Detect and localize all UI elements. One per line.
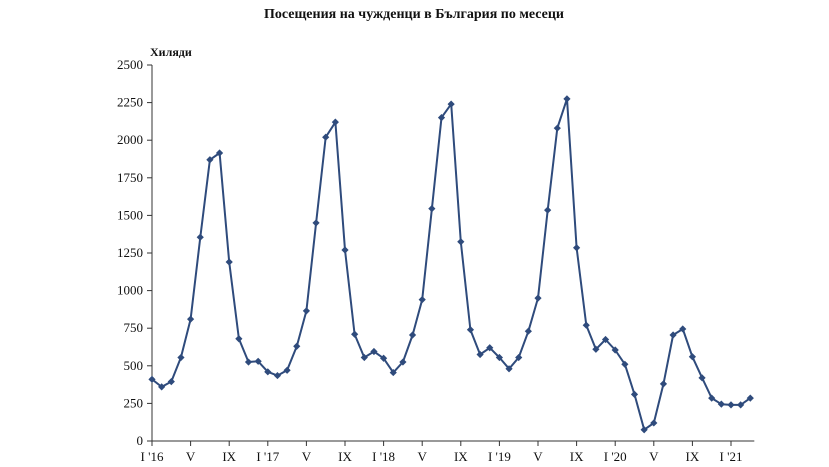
x-tick-label: IX [338,449,352,464]
y-tick-label: 1250 [117,245,143,260]
data-point-marker [466,326,475,334]
data-point-marker [225,258,233,266]
y-tick-label: 750 [124,320,144,335]
y-tick-label: 1000 [117,283,143,298]
data-point-marker [360,353,368,362]
x-tick-label: IX [686,449,700,464]
y-tick-label: 250 [124,395,144,410]
x-axis: I '16 V IX I '17 V IX I '18 V IX I '19 V IX I '20 V IX… [141,440,755,464]
x-tick-label: V [418,449,428,464]
data-point-marker [302,307,310,315]
chart-title: Посещения на чужденци в България по месе… [264,7,564,22]
y-tick-label: 2250 [117,95,143,110]
data-point-marker [573,244,581,252]
x-tick-label: IX [222,449,236,464]
data-point-marker [486,344,494,352]
data-point-marker [640,426,648,434]
y-tick-label: 2500 [117,57,143,72]
data-point-marker [196,233,204,241]
data-point-marker [727,401,735,409]
data-point-marker [437,114,446,122]
y-tick-label: 500 [124,358,144,373]
x-tick-label: I '20 [604,449,627,464]
x-tick-label: V [649,449,659,464]
x-tick-label: IX [454,449,468,464]
data-point-marker [408,331,417,339]
data-point-marker [746,394,754,402]
data-point-marker [582,321,590,329]
data-point-marker [235,335,243,343]
data-point-marker [650,419,658,427]
data-point-marker [322,133,330,141]
data-point-marker [370,347,378,356]
data-point-marker [293,342,301,350]
x-tick-label: V [186,449,196,464]
x-tick-label: V [302,449,312,464]
data-point-marker [283,366,291,374]
y-tick-label: 2000 [117,132,143,147]
data-point-marker [158,383,166,391]
y-axis-unit-label: Хиляди [150,45,192,59]
y-tick-label: 1500 [117,207,143,222]
data-point-marker [505,365,513,373]
data-point-marker [206,156,214,164]
data-point-marker [148,375,156,383]
data-point-marker [418,296,426,304]
x-tick-label: I '18 [372,449,395,464]
data-point-marker [717,400,725,408]
x-tick-label: I '21 [720,449,743,464]
data-point-marker [659,380,668,388]
data-series [148,95,754,434]
x-tick-label: I '19 [488,449,511,464]
data-point-marker [688,353,696,361]
data-point-marker [273,371,282,380]
data-point-marker [351,330,359,338]
data-point-marker [187,315,195,323]
data-point-marker [737,401,745,409]
data-point-marker [476,350,484,359]
data-point-marker [244,358,253,366]
data-point-marker [312,219,320,227]
data-point-marker [457,238,465,246]
data-point-marker [254,357,262,365]
y-tick-label: 1750 [117,170,143,185]
data-point-marker [563,95,571,103]
y-axis: 0 250 500 750 1000 1250 1500 1750 2000 2250 2500 [117,57,153,448]
data-point-marker [544,206,552,214]
data-point-marker [592,345,600,353]
x-tick-label: V [533,449,543,464]
data-point-marker [428,205,436,213]
data-point-marker [553,124,561,132]
data-point-marker [698,374,706,382]
data-point-marker [215,149,224,157]
data-point-marker [331,118,339,126]
data-point-marker [495,353,503,362]
x-tick-label: IX [570,449,584,464]
data-point-marker [380,354,388,362]
data-point-marker [669,331,677,339]
data-point-marker [341,246,349,254]
data-point-marker [601,335,610,344]
x-tick-label: I '16 [141,449,164,464]
data-point-marker [447,100,455,108]
y-tick-label: 0 [137,433,144,448]
data-point-marker [708,394,716,402]
data-point-marker [534,294,542,302]
data-point-marker [399,358,407,366]
data-point-marker [630,390,639,398]
data-point-marker [389,368,397,377]
data-point-marker [515,353,523,362]
series-line [151,97,751,431]
data-point-marker [167,377,175,386]
data-point-marker [524,327,532,335]
data-point-marker [177,353,185,362]
data-point-marker [611,346,619,354]
data-point-marker [621,360,629,368]
data-point-marker [679,325,687,333]
data-point-marker [264,368,272,376]
x-tick-label: I '17 [256,449,279,464]
